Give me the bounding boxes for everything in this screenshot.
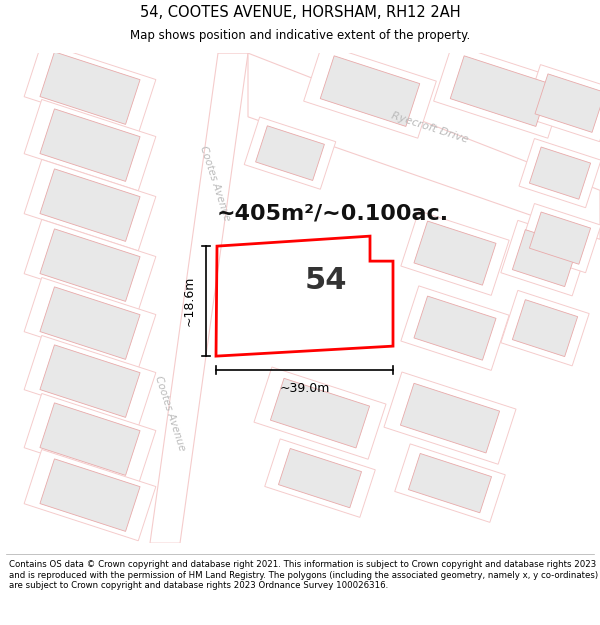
Polygon shape: [278, 449, 362, 508]
Polygon shape: [512, 299, 578, 357]
Polygon shape: [40, 109, 140, 181]
Polygon shape: [519, 204, 600, 272]
Polygon shape: [256, 126, 325, 181]
Text: Cootes Avenue: Cootes Avenue: [153, 374, 187, 452]
Polygon shape: [40, 229, 140, 301]
Polygon shape: [501, 221, 589, 296]
Polygon shape: [24, 336, 156, 427]
Polygon shape: [400, 383, 500, 453]
Text: Cootes Avenue: Cootes Avenue: [198, 144, 232, 222]
Polygon shape: [40, 459, 140, 531]
Polygon shape: [501, 291, 589, 366]
Polygon shape: [512, 229, 578, 287]
Polygon shape: [244, 117, 336, 189]
Polygon shape: [40, 287, 140, 359]
Polygon shape: [523, 64, 600, 142]
Polygon shape: [40, 52, 140, 124]
Polygon shape: [248, 53, 600, 239]
Polygon shape: [384, 372, 516, 464]
Text: 54, COOTES AVENUE, HORSHAM, RH12 2AH: 54, COOTES AVENUE, HORSHAM, RH12 2AH: [140, 5, 460, 20]
Polygon shape: [519, 139, 600, 208]
Text: ~18.6m: ~18.6m: [183, 276, 196, 326]
Text: Contains OS data © Crown copyright and database right 2021. This information is : Contains OS data © Crown copyright and d…: [9, 560, 598, 590]
Polygon shape: [150, 53, 248, 543]
Polygon shape: [24, 449, 156, 541]
Text: ~39.0m: ~39.0m: [280, 382, 329, 395]
Polygon shape: [24, 219, 156, 311]
Polygon shape: [434, 44, 566, 138]
Text: Ryecroft Drive: Ryecroft Drive: [390, 111, 470, 145]
Polygon shape: [40, 345, 140, 418]
Polygon shape: [304, 44, 436, 138]
Polygon shape: [414, 221, 496, 285]
Polygon shape: [24, 278, 156, 369]
Polygon shape: [24, 42, 156, 134]
Polygon shape: [40, 169, 140, 241]
Polygon shape: [254, 367, 386, 459]
Polygon shape: [271, 378, 370, 448]
Polygon shape: [24, 159, 156, 251]
Polygon shape: [535, 74, 600, 132]
Polygon shape: [24, 394, 156, 485]
Polygon shape: [529, 212, 590, 264]
Polygon shape: [414, 296, 496, 360]
Polygon shape: [529, 147, 590, 199]
Text: 54: 54: [305, 266, 347, 295]
Polygon shape: [401, 211, 509, 296]
Polygon shape: [24, 99, 156, 191]
Polygon shape: [401, 286, 509, 371]
Text: Map shows position and indicative extent of the property.: Map shows position and indicative extent…: [130, 29, 470, 42]
Polygon shape: [265, 439, 375, 518]
Polygon shape: [320, 56, 420, 126]
Polygon shape: [450, 56, 550, 126]
Polygon shape: [395, 444, 505, 522]
Text: ~405m²/~0.100ac.: ~405m²/~0.100ac.: [217, 203, 449, 223]
Polygon shape: [409, 454, 491, 512]
Polygon shape: [40, 403, 140, 476]
